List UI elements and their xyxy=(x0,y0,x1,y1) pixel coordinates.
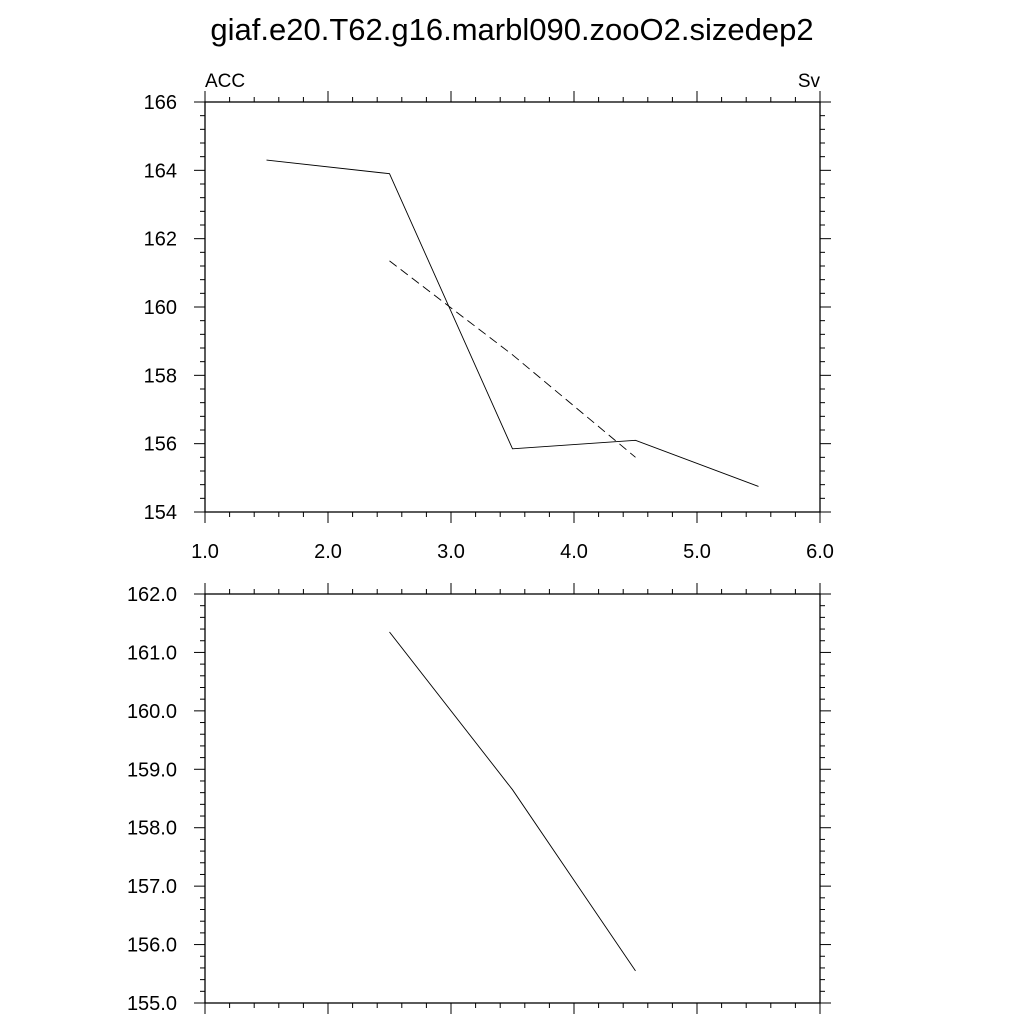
left-corner-label: ACC xyxy=(205,71,245,92)
y-tick-label: 158 xyxy=(144,365,177,387)
y-tick-label: 162.0 xyxy=(127,584,177,606)
y-tick-label: 160.0 xyxy=(127,701,177,723)
x-tick-label: 4.0 xyxy=(560,541,588,563)
series-line-dashed xyxy=(389,260,636,458)
y-tick-label: 162 xyxy=(144,229,177,251)
right-corner-label: Sv xyxy=(798,71,821,92)
y-tick-label: 154 xyxy=(144,502,177,524)
y-tick-label: 157.0 xyxy=(127,876,177,898)
series-line-solid xyxy=(266,159,759,487)
x-tick-label: 6.0 xyxy=(806,541,834,563)
y-tick-label: 156 xyxy=(144,434,177,456)
x-tick-label: 2.0 xyxy=(314,541,342,563)
plot-frame xyxy=(204,593,821,1004)
y-tick-label: 164 xyxy=(144,160,177,182)
panel-top: 1.0 2.0 3.0 4.0 5.0 6.0 154 156 158 160 162 164 166 A… xyxy=(144,71,834,563)
panel-bottom: 155.0 156.0 157.0 158.0 159.0 160.0 161.0 162.0 xyxy=(127,583,831,1015)
y-tick-label: 156.0 xyxy=(127,935,177,957)
y-tick-label: 158.0 xyxy=(127,818,177,840)
y-tick-label: 155.0 xyxy=(127,993,177,1015)
series-line-solid xyxy=(389,631,636,972)
x-tick-label: 1.0 xyxy=(191,541,219,563)
x-tick-label: 3.0 xyxy=(437,541,465,563)
y-tick-label: 166 xyxy=(144,92,177,114)
y-tick-label: 160 xyxy=(144,297,177,319)
x-tick-label: 5.0 xyxy=(683,541,711,563)
page-title: giaf.e20.T62.g16.marbl090.zooO2.sizedep2 xyxy=(210,12,814,47)
y-tick-label: 159.0 xyxy=(127,759,177,781)
y-tick-label: 161.0 xyxy=(127,642,177,664)
